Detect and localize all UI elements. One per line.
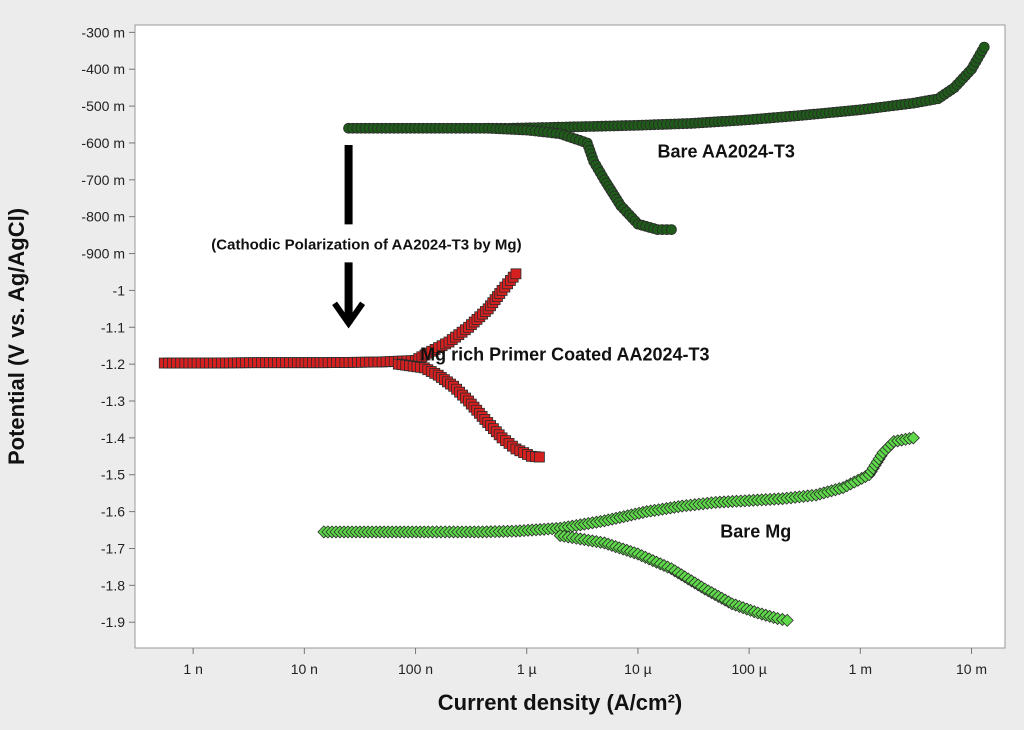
x-tick-label: 1 µ (517, 661, 537, 677)
y-axis-title: Potential (V vs. Ag/AgCl) (4, 208, 29, 465)
x-tick-label: 10 µ (624, 661, 652, 677)
annotation-arrow-head (332, 301, 366, 329)
series-label: Mg rich Primer Coated AA2024-T3 (420, 344, 709, 364)
y-tick-label: -1.4 (101, 430, 125, 446)
y-tick-label: -1.7 (101, 540, 125, 556)
x-tick-label: 10 n (291, 661, 318, 677)
series-label: Bare Mg (720, 521, 791, 541)
y-tick-label: -1.2 (101, 356, 125, 372)
plot-area (134, 24, 1006, 649)
data-point (978, 41, 990, 53)
series-5 (553, 528, 794, 627)
y-tick-label: -1.1 (101, 319, 125, 335)
annotation-layer: (Cathodic Polarization of AA2024-T3 by M… (211, 144, 522, 329)
y-tick-label: -1.6 (101, 504, 125, 520)
y-tick-label: -500 m (81, 98, 125, 114)
data-point (534, 451, 545, 463)
data-point (780, 613, 794, 627)
y-tick-label: -1.8 (101, 577, 125, 593)
y-tick-label: -1.3 (101, 393, 125, 409)
x-tick-label: 1 m (849, 661, 872, 677)
series-1 (482, 122, 677, 235)
y-tick-label: -400 m (81, 61, 125, 77)
y-tick-label: -600 m (81, 135, 125, 151)
series-layer (158, 41, 990, 627)
series-4 (317, 431, 920, 539)
y-tick-label: -1.9 (101, 614, 125, 630)
y-tick-label: -800 m (81, 209, 125, 225)
x-tick-label: 100 µ (731, 661, 766, 677)
annotation-text: (Cathodic Polarization of AA2024-T3 by M… (211, 236, 521, 253)
x-tick-label: 1 n (183, 661, 202, 677)
y-tick-label: -1 (113, 282, 126, 298)
y-tick-label: -300 m (81, 24, 125, 40)
data-point (906, 431, 920, 445)
y-tick-label: -1.5 (101, 467, 125, 483)
x-axis-title: Current density (A/cm²) (438, 690, 682, 715)
data-point (666, 224, 677, 235)
x-tick-label: 100 n (398, 661, 433, 677)
x-tick-label: 10 m (956, 661, 987, 677)
series-3 (392, 358, 545, 463)
y-axis-ticks: -300 m -400 m -500 m -600 m -700 m -800 m -900… (81, 24, 135, 630)
series-labels: Bare AA2024-T3 Mg rich Primer Coated AA20… (420, 142, 795, 542)
data-point (510, 268, 522, 280)
y-tick-label: -700 m (81, 172, 125, 188)
series-label: Bare AA2024-T3 (658, 142, 795, 162)
x-axis-ticks: 1 n 10 n 100 n 1 µ 10 µ 100 µ 1 m 10 m (183, 648, 987, 677)
y-tick-label: -900 m (81, 246, 125, 262)
